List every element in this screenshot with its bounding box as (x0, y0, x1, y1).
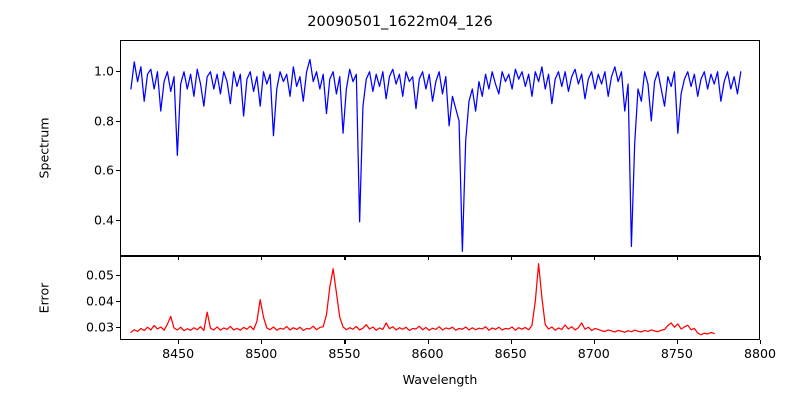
y-tick-mark (116, 300, 120, 303)
y-tick-label: 0.6 (93, 162, 114, 178)
x-tick-mark (178, 340, 180, 344)
x-tick-label: 8500 (245, 346, 278, 361)
y-tick-mark (116, 275, 120, 277)
x-tick-mark (510, 256, 512, 260)
x-tick-mark (593, 256, 595, 260)
y-tick-mark (116, 120, 120, 122)
x-tick-mark (178, 256, 180, 260)
y-tick-label: 0.8 (93, 113, 114, 129)
y-tick-mark (116, 220, 120, 222)
y-axis-label-spectrum: Spectrum (36, 117, 52, 179)
spectrum-data-line (130, 58, 742, 252)
x-tick-mark (593, 340, 595, 344)
spectrum-plot-panel (120, 40, 760, 256)
y-tick-label: 0.04 (85, 293, 114, 309)
x-tick-label: 8600 (411, 346, 444, 361)
x-tick-label: 8800 (743, 346, 777, 361)
page-title: 20090501_1622m04_126 (307, 14, 493, 30)
x-tick-label: 8550 (328, 346, 361, 361)
x-tick-mark (427, 340, 429, 344)
x-tick-mark (676, 340, 678, 344)
y-axis-label-error: Error (36, 282, 52, 314)
x-tick-mark (760, 256, 762, 260)
x-tick-mark (510, 340, 512, 344)
error-series-svg (130, 263, 715, 336)
x-tick-mark (427, 256, 429, 260)
x-tick-mark (676, 256, 678, 260)
x-tick-label: 8650 (494, 346, 527, 361)
y-tick-label: 1.0 (93, 63, 114, 79)
y-tick-label: 0.03 (85, 319, 114, 335)
x-tick-mark (344, 340, 346, 344)
x-tick-label: 8700 (577, 346, 610, 361)
error-plot-panel (120, 256, 760, 340)
x-axis-label: Wavelength (402, 372, 478, 387)
x-tick-mark (760, 340, 762, 344)
x-tick-label: 8750 (660, 346, 693, 361)
x-tick-mark (344, 256, 346, 260)
x-tick-mark (261, 340, 263, 344)
spectrum-series-svg (130, 58, 742, 252)
y-tick-label: 0.05 (85, 267, 114, 283)
y-tick-mark (116, 170, 120, 172)
y-tick-mark (116, 71, 120, 73)
x-tick-label: 8450 (162, 346, 195, 361)
error-data-line (130, 263, 715, 336)
y-tick-mark (116, 326, 120, 328)
y-tick-label: 0.4 (93, 212, 114, 228)
x-tick-mark (261, 256, 263, 260)
